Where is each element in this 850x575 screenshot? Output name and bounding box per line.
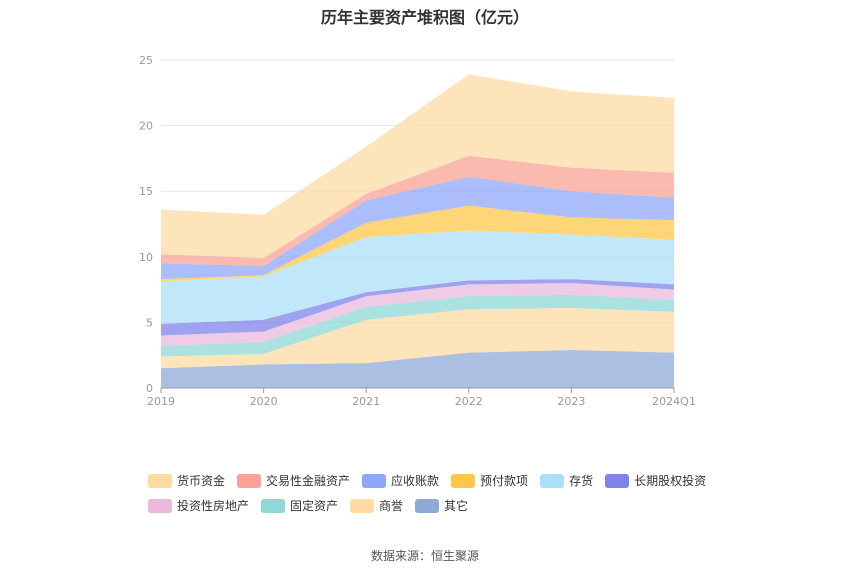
legend-label: 投资性房地产 xyxy=(177,499,250,513)
legend-item[interactable]: 货币资金 xyxy=(148,472,225,489)
legend-label: 货币资金 xyxy=(177,474,226,488)
legend-item[interactable]: 商誉 xyxy=(350,497,403,514)
legend-swatch xyxy=(148,498,172,513)
legend-label: 交易性金融资产 xyxy=(266,474,351,488)
area-存货 xyxy=(161,230,674,324)
axes: 0 5 10 15 20 25 2019 2020 2021 2022 2023 2024Q1 xyxy=(139,54,696,408)
legend-swatch xyxy=(451,473,476,488)
x-tick-label: 2023 xyxy=(557,395,585,408)
area-其它 xyxy=(161,350,674,388)
area-货币资金 xyxy=(161,74,674,259)
data-source: 数据来源：恒生聚源 xyxy=(370,549,479,563)
legend-item[interactable]: 预付款项 xyxy=(451,472,528,489)
legend-item[interactable]: 长期股权投资 xyxy=(605,472,706,489)
legend-swatch xyxy=(148,473,172,488)
legend-item[interactable]: 投资性房地产 xyxy=(148,497,249,514)
legend-item[interactable]: 存货 xyxy=(540,472,593,489)
x-tick-label: 2022 xyxy=(455,395,483,408)
legend-swatch xyxy=(350,498,375,513)
legend-label: 预付款项 xyxy=(480,474,529,488)
legend-item[interactable]: 应收账款 xyxy=(362,472,439,489)
legend-label: 存货 xyxy=(569,474,594,488)
x-tick-label: 2021 xyxy=(352,395,380,408)
x-tick-label: 2024Q1 xyxy=(652,395,696,408)
area-series xyxy=(161,74,674,388)
y-tick-label: 25 xyxy=(139,54,153,67)
area-长期股权投资 xyxy=(161,279,674,336)
legend-swatch xyxy=(415,498,440,513)
y-tick-label: 10 xyxy=(139,251,153,264)
legend-label: 长期股权投资 xyxy=(634,474,707,488)
legend: 货币资金 交易性金融资产 应收账款 预付款项 存货 长期股权投资投资性房地产 固定资产 商誉 其… xyxy=(148,472,728,522)
legend-swatch xyxy=(362,473,387,488)
x-tick-label: 2019 xyxy=(147,395,175,408)
legend-swatch xyxy=(540,473,565,488)
legend-swatch xyxy=(605,473,630,488)
legend-item[interactable]: 其它 xyxy=(415,497,468,514)
legend-row: 投资性房地产 固定资产 商誉 其它 xyxy=(148,497,728,514)
legend-item[interactable]: 交易性金融资产 xyxy=(237,472,350,489)
legend-label: 固定资产 xyxy=(290,499,339,513)
x-tick-label: 2020 xyxy=(250,395,278,408)
y-tick-label: 0 xyxy=(146,382,153,395)
area-预付款项 xyxy=(161,205,674,282)
stacked-area-chart: 0 5 10 15 20 25 2019 2020 2021 2022 2023 2024Q1 xyxy=(139,54,696,408)
y-tick-label: 20 xyxy=(139,120,153,133)
legend-swatch xyxy=(261,498,286,513)
legend-label: 应收账款 xyxy=(391,474,440,488)
y-tick-label: 15 xyxy=(139,185,153,198)
y-tick-label: 5 xyxy=(146,316,153,329)
area-商誉 xyxy=(161,308,674,369)
area-投资性房地产 xyxy=(161,283,674,346)
area-应收账款 xyxy=(161,176,674,280)
legend-label: 其它 xyxy=(444,499,469,513)
legend-label: 商誉 xyxy=(379,499,404,513)
legend-item[interactable]: 固定资产 xyxy=(261,497,338,514)
chart-title: 历年主要资产堆积图（亿元） xyxy=(320,8,529,27)
legend-row: 货币资金 交易性金融资产 应收账款 预付款项 存货 长期股权投资 xyxy=(148,472,728,489)
area-固定资产 xyxy=(161,294,674,357)
legend-swatch xyxy=(237,473,262,488)
area-交易性金融资产 xyxy=(161,155,674,266)
